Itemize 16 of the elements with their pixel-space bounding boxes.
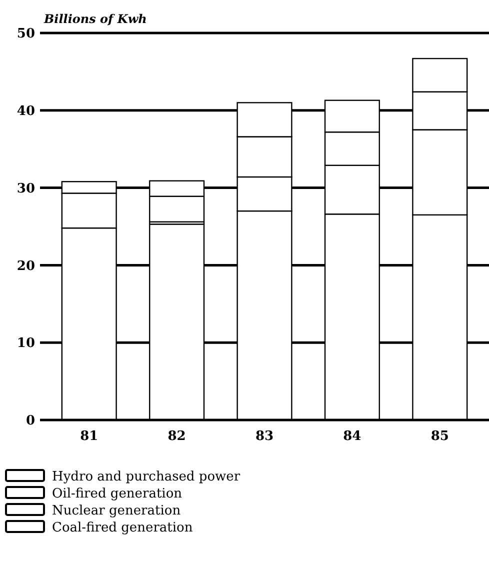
legend-label: Hydro and purchased power (52, 470, 241, 485)
y-tick-label: 50 (16, 26, 35, 42)
x-tick-label: 83 (255, 429, 274, 444)
y-tick-label: 30 (16, 181, 35, 196)
x-tick-label: 81 (80, 429, 98, 444)
legend-label: Nuclear generation (52, 504, 182, 519)
x-tick-label: 82 (168, 429, 186, 444)
x-tick-label: 84 (343, 429, 362, 444)
y-tick-label: 0 (26, 414, 35, 429)
legend-label: Oil-fired generation (52, 486, 183, 502)
x-tick-label: 85 (430, 429, 449, 444)
legend-label: Coal-fired generation (52, 520, 194, 536)
y-axis-title: Billions of Kwh (43, 12, 147, 26)
y-tick-label: 20 (16, 258, 35, 274)
y-tick-label: 40 (16, 104, 35, 119)
y-tick-label: 10 (16, 336, 35, 352)
